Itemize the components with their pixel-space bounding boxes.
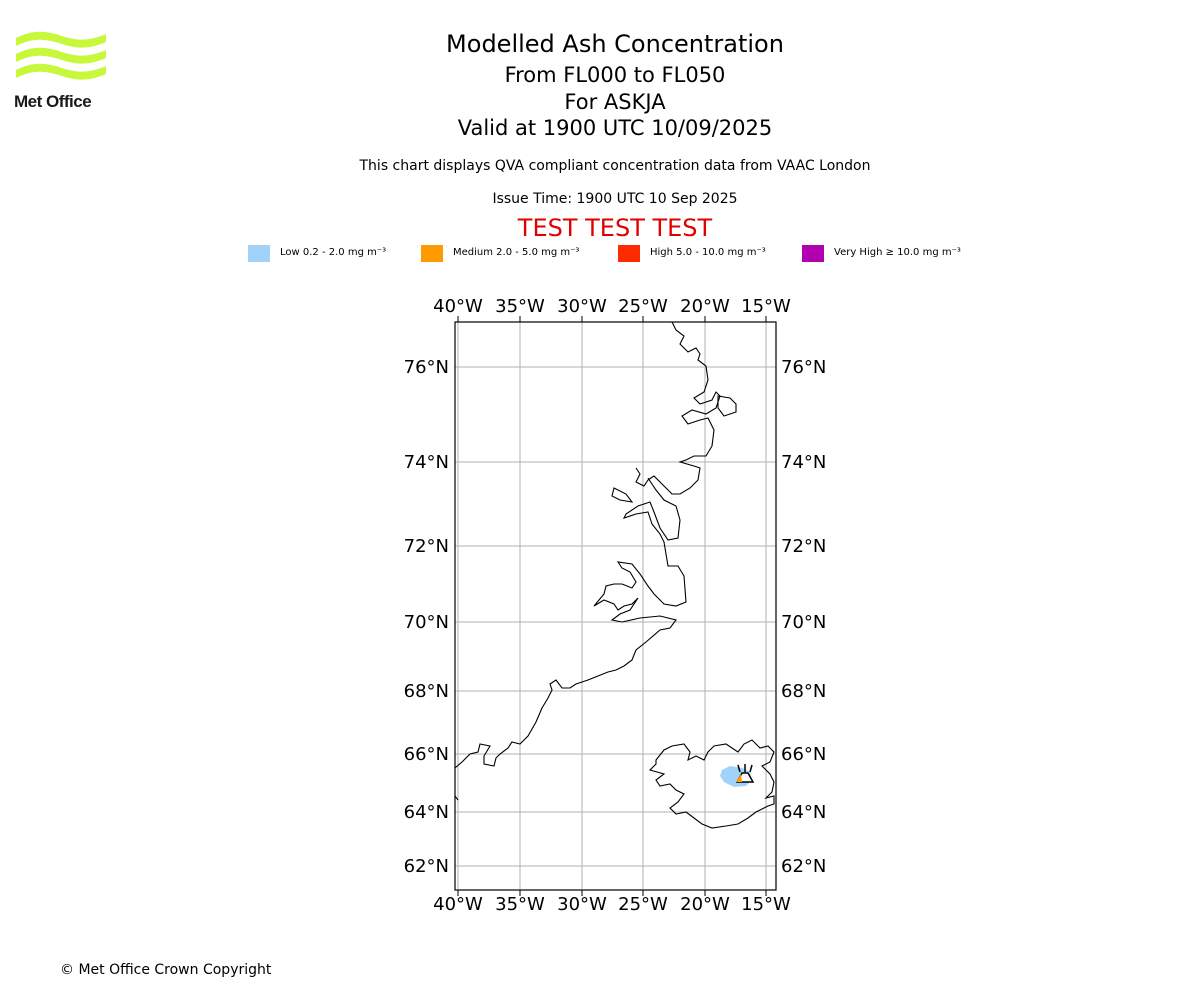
lat-label-left: 64°N [404,802,449,823]
lat-label-right: 70°N [781,612,826,633]
lon-label-bottom: 20°W [680,894,730,915]
lon-label-top: 20°W [680,296,730,317]
legend-swatch-medium [421,245,443,262]
legend-swatch-very-high [802,245,824,262]
lon-label-top: 40°W [433,296,483,317]
issue-time: Issue Time: 1900 UTC 10 Sep 2025 [492,191,738,207]
lon-label-bottom: 35°W [495,894,545,915]
lat-label-left: 72°N [404,536,449,557]
lat-label-left: 74°N [404,452,449,473]
chart-title: Modelled Ash Concentration [446,30,784,58]
met-office-logo: Met Office [14,30,110,112]
lat-label-right: 74°N [781,452,826,473]
lat-label-right: 76°N [781,357,826,378]
legend-swatch-low [248,245,270,262]
logo-text: Met Office [14,92,92,111]
valid-time: Valid at 1900 UTC 10/09/2025 [457,116,773,140]
legend-label-low: Low 0.2 - 2.0 mg m⁻³ [280,247,387,258]
copyright: © Met Office Crown Copyright [60,962,272,978]
lat-label-left: 66°N [404,744,449,765]
volcano-name: For ASKJA [564,90,666,114]
lon-label-bottom: 25°W [618,894,668,915]
lat-label-right: 64°N [781,802,826,823]
lon-label-top: 25°W [618,296,668,317]
lat-label-right: 62°N [781,856,826,877]
greenland-coast [454,321,721,801]
lat-label-left: 62°N [404,856,449,877]
lat-label-left: 76°N [404,357,449,378]
volcano-icon [735,764,755,783]
lon-label-top: 30°W [557,296,607,317]
coastline [454,321,775,829]
iceland-coast [648,739,775,829]
lat-label-right: 66°N [781,744,826,765]
lon-label-top: 15°W [741,296,791,317]
lat-label-right: 72°N [781,536,826,557]
lon-label-bottom: 40°W [433,894,483,915]
lat-label-right: 68°N [781,681,826,702]
gridlines [455,322,776,889]
legend-label-very-high: Very High ≥ 10.0 mg m⁻³ [834,247,961,258]
lon-label-bottom: 30°W [557,894,607,915]
legend-swatch-high [618,245,640,262]
chart-description: This chart displays QVA compliant concen… [359,158,871,174]
map-frame [454,321,777,891]
flight-level-range: From FL000 to FL050 [504,63,726,87]
legend-label-medium: Medium 2.0 - 5.0 mg m⁻³ [453,247,580,258]
met-office-wave-icon [16,31,106,80]
lon-label-top: 35°W [495,296,545,317]
greenland-island-2 [611,487,634,503]
greenland-island-1 [717,395,737,417]
test-banner: TEST TEST TEST [517,214,713,242]
lat-label-left: 68°N [404,681,449,702]
lon-label-bottom: 15°W [741,894,791,915]
legend-label-high: High 5.0 - 10.0 mg m⁻³ [650,247,766,258]
lat-label-left: 70°N [404,612,449,633]
